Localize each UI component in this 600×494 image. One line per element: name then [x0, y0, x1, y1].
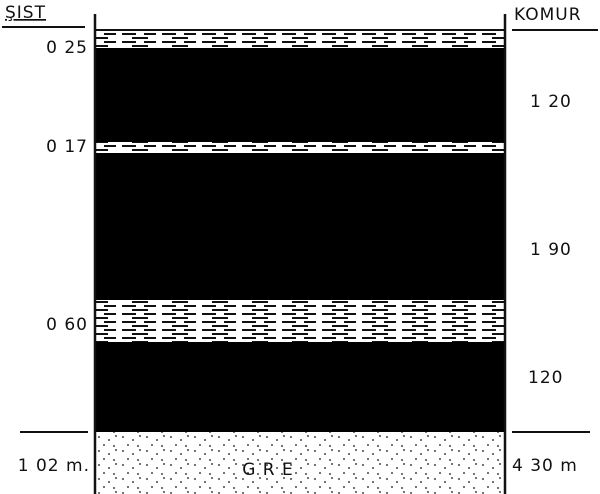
layer-thickness: 0 17: [46, 137, 88, 157]
layer-thickness: 1 90: [530, 240, 572, 260]
coal-layer: [95, 48, 505, 142]
layer-thickness: 0 60: [46, 315, 88, 335]
shale-layer: [95, 30, 505, 48]
shale-layer: [95, 142, 505, 153]
layer-thickness: 0 25: [46, 38, 88, 58]
header-right: KOMUR: [514, 5, 582, 25]
rock-name: G R E: [242, 460, 294, 480]
coal-layer: [95, 342, 505, 432]
sandstone-layer: [95, 432, 505, 494]
shale-layer: [95, 300, 505, 342]
coal-layer: [95, 153, 505, 300]
header-left: ŞIST: [5, 3, 46, 23]
total-thickness: 4 30 m: [512, 456, 578, 476]
total-thickness: 1 02 m.: [18, 456, 90, 476]
layer-thickness: 1 20: [530, 92, 572, 112]
layer-thickness: 120: [528, 368, 563, 388]
